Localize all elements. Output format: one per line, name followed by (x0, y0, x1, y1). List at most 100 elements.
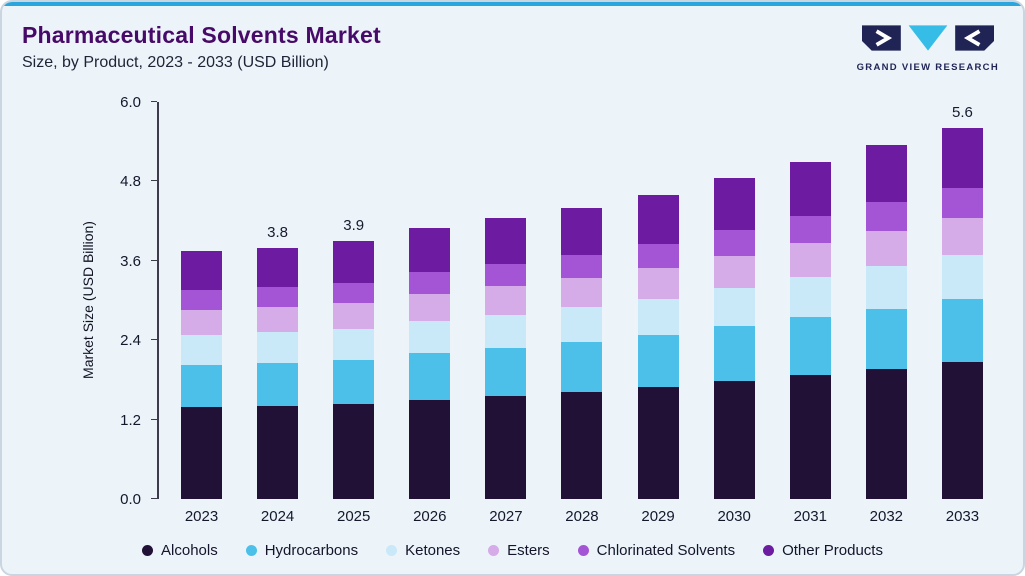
segment-esters (941, 217, 983, 255)
y-tick-mark (151, 339, 157, 341)
segment-ketones (865, 266, 907, 309)
segment-alcohols (181, 407, 222, 499)
legend-dot (142, 545, 154, 556)
x-axis-label: 2033 (945, 508, 980, 525)
x-axis-label: 2026 (413, 508, 447, 525)
segment-other-products (409, 227, 451, 273)
segment-other-products (257, 247, 299, 288)
segment-ketones (257, 332, 299, 363)
legend-label: Chlorinated Solvents (596, 542, 736, 559)
segment-chlorinated-solvents (713, 229, 755, 256)
segment-alcohols (333, 403, 375, 499)
y-tick-label: 0.0 (120, 491, 141, 508)
legend: Alcohols Hydrocarbons Ketones Esters Chlorin… (2, 542, 1023, 559)
segment-chlorinated-solvents (789, 215, 831, 243)
segment-alcohols (941, 362, 983, 499)
segment-esters (257, 307, 299, 333)
segment-ketones (333, 328, 375, 361)
y-tick-label: 4.8 (120, 173, 141, 191)
page-title: Pharmaceutical Solvents Market (22, 22, 381, 48)
segment-ketones (941, 254, 983, 300)
x-axis-label: 2031 (793, 508, 827, 525)
segment-esters (485, 286, 527, 315)
segment-esters (789, 242, 831, 277)
x-axis-label: 2027 (489, 508, 523, 525)
top-accent-line (2, 2, 1023, 6)
legend-label: Hydrocarbons (264, 542, 359, 559)
y-tick-label: 2.4 (120, 332, 141, 350)
y-tick-label: 3.6 (120, 252, 141, 270)
segment-chlorinated-solvents (485, 263, 527, 287)
x-axis-label: 2029 (641, 508, 675, 525)
grand-view-research-logo: GRAND VIEW RESEARCH (857, 24, 999, 73)
segment-other-products (941, 128, 983, 188)
legend-item-hydrocarbons: Hydrocarbons (245, 542, 359, 559)
logo-icon (861, 25, 994, 51)
segment-hydrocarbons (257, 362, 299, 406)
segment-hydrocarbons (789, 317, 831, 375)
y-tick-mark (151, 101, 157, 102)
bar-2029: 2029 (637, 102, 679, 525)
x-axis-label: 2024 (260, 508, 295, 525)
segment-chlorinated-solvents (637, 243, 679, 269)
segment-alcohols (257, 405, 299, 499)
segment-other-products (561, 207, 603, 255)
bar-2026: 2026 (409, 102, 451, 525)
segment-esters (333, 303, 375, 329)
segment-alcohols (865, 368, 907, 499)
segment-chlorinated-solvents (409, 272, 451, 294)
segment-hydrocarbons (637, 334, 679, 387)
legend-item-ketones: Ketones (386, 542, 460, 559)
y-tick-mark (151, 418, 157, 420)
legend-dot (488, 545, 500, 556)
segment-other-products (181, 250, 222, 290)
segment-ketones (637, 298, 679, 335)
legend-item-esters: Esters (488, 542, 550, 559)
legend-label: Other Products (782, 542, 883, 559)
bar-2031: 2031 (789, 102, 831, 525)
y-tick-mark (151, 498, 157, 499)
segment-esters (561, 278, 603, 308)
segment-ketones (181, 334, 222, 365)
segment-esters (713, 255, 755, 288)
legend-item-chlorinated-solvents: Chlorinated Solvents (577, 542, 736, 559)
segment-alcohols (713, 380, 755, 499)
bar-2028: 2028 (561, 102, 603, 525)
bar-2024: 3.8 2024 (257, 102, 299, 525)
segment-hydrocarbons (485, 348, 527, 396)
segment-other-products (485, 217, 527, 264)
bar-2023: 2023 (181, 102, 222, 525)
segment-ketones (485, 314, 527, 349)
x-axis-label: 2030 (717, 508, 751, 525)
segment-alcohols (561, 391, 603, 499)
x-axis-label: 2028 (565, 508, 599, 525)
y-axis: 0.0 1.2 2.4 3.6 4.8 6.0 (2, 94, 157, 508)
legend-item-other-products: Other Products (763, 542, 883, 559)
segment-other-products (713, 178, 755, 230)
segment-alcohols (637, 386, 679, 499)
legend-dot (386, 545, 398, 556)
segment-hydrocarbons (333, 360, 375, 404)
y-tick-mark (151, 180, 157, 182)
bar-value-label: 3.8 (267, 223, 289, 241)
segment-esters (409, 293, 451, 322)
legend-label: Esters (507, 542, 550, 559)
segment-esters (865, 230, 907, 267)
plot-area: 2023 3.8 2024 3.9 2025 2026 2027 2028 2029 2030 20… (157, 102, 1005, 525)
segment-esters (637, 268, 679, 299)
segment-alcohols (789, 374, 831, 499)
segment-hydrocarbons (865, 308, 907, 369)
legend-label: Ketones (405, 542, 461, 559)
segment-ketones (561, 307, 603, 343)
segment-ketones (713, 287, 755, 327)
bar-value-label: 3.9 (343, 216, 365, 234)
segment-hydrocarbons (941, 299, 983, 362)
segment-chlorinated-solvents (561, 254, 603, 279)
legend-dot (763, 545, 775, 556)
segment-esters (181, 309, 222, 335)
x-axis-label: 2023 (184, 508, 219, 525)
logo-text: GRAND VIEW RESEARCH (856, 62, 999, 73)
x-axis-label: 2032 (869, 508, 904, 525)
legend-dot (245, 545, 257, 556)
